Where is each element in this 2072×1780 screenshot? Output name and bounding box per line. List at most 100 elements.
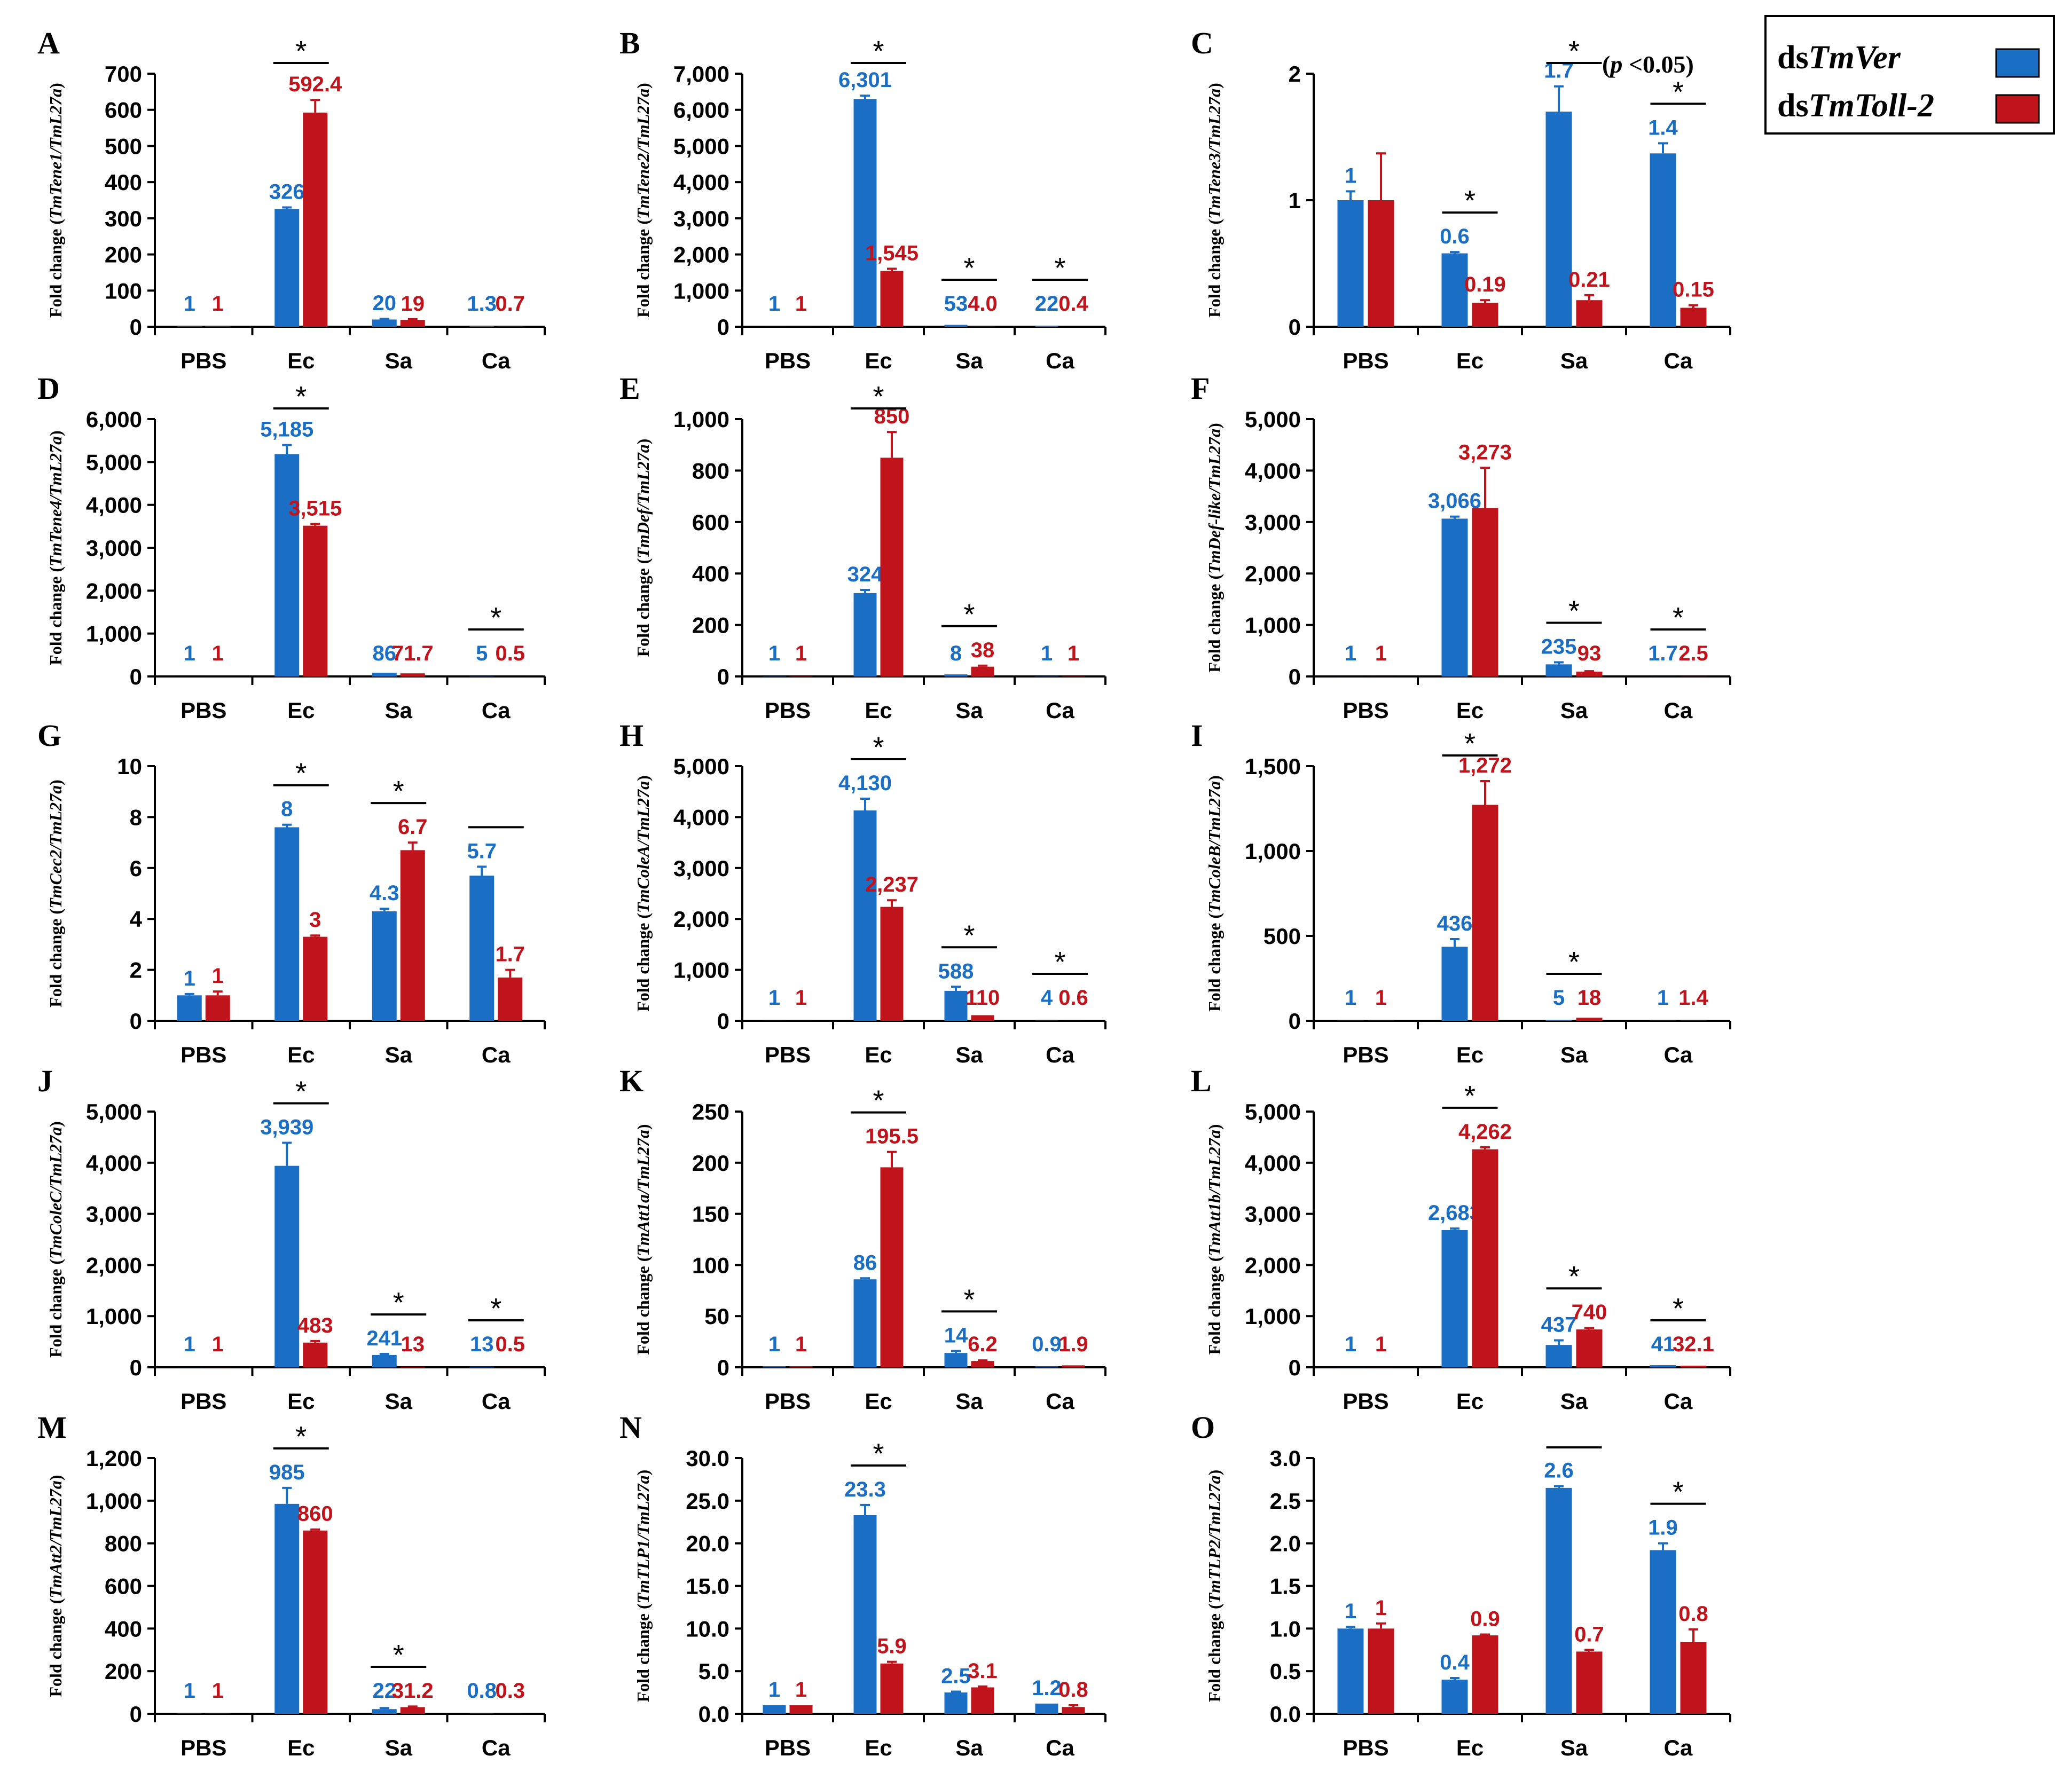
y-tick-label: 0.5 (1270, 1659, 1301, 1684)
y-tick-label: 4,000 (86, 493, 142, 518)
data-label: 0.3 (495, 1679, 525, 1703)
y-tick-label: 4,000 (86, 1151, 142, 1176)
data-label: 5 (1553, 986, 1565, 1010)
significance-star: * (490, 602, 501, 634)
y-axis-label: Fold change (TmCec2/TmL27a) (46, 779, 65, 1007)
bar-dstmver (853, 593, 877, 676)
category-label: Sa (1560, 698, 1588, 723)
bar-dstmtoll2 (971, 1687, 994, 1714)
bar-dstmver (1337, 1628, 1364, 1714)
y-tick-label: 2.0 (1270, 1531, 1301, 1556)
y-tick-label: 500 (1263, 924, 1301, 949)
y-tick-label: 0 (130, 1702, 142, 1727)
data-label: 4.0 (968, 292, 998, 316)
significance-star: * (490, 1293, 501, 1325)
significance-star: * (1464, 728, 1475, 760)
data-label: 0.9 (1470, 1608, 1500, 1631)
panel-label: G (37, 718, 61, 753)
data-label: 3,939 (260, 1116, 313, 1139)
data-label: 0.15 (1673, 278, 1714, 302)
data-label: 324 (847, 563, 883, 586)
data-label: 1 (184, 967, 195, 990)
y-tick-label: 0 (1289, 1355, 1301, 1380)
panel-label: A (37, 26, 60, 60)
data-label: 1 (1657, 986, 1669, 1010)
data-label: 86 (373, 642, 397, 665)
data-label: 0.8 (1058, 1678, 1088, 1702)
data-label: 1 (1345, 164, 1356, 187)
bar-dstmver (944, 990, 968, 1021)
significance-star: * (873, 35, 884, 67)
category-label: Sa (1560, 348, 1588, 373)
y-tick-label: 4,000 (1245, 1151, 1301, 1176)
data-label: 1 (795, 1333, 807, 1356)
data-label: 0.9 (1032, 1333, 1062, 1356)
panel-label: J (37, 1064, 53, 1098)
data-label: 1 (184, 292, 195, 316)
bar-dstmver (274, 827, 300, 1021)
y-tick-label: 200 (105, 242, 142, 267)
significance-star: * (1054, 946, 1065, 978)
data-label: 592.4 (288, 73, 342, 96)
data-label: 1.7 (495, 943, 525, 966)
bar-dstmver (1035, 1366, 1058, 1367)
y-tick-label: 1,000 (1245, 839, 1301, 864)
category-label: Sa (385, 698, 413, 723)
data-label: 5.7 (467, 839, 497, 863)
data-label: 22 (373, 1679, 397, 1703)
bar-dstmtoll2 (1472, 1635, 1498, 1714)
bar-dstmver (763, 1705, 786, 1714)
bar-dstmtoll2 (205, 995, 230, 1021)
bar-dstmver (1545, 1345, 1572, 1367)
y-tick-label: 600 (105, 98, 142, 123)
legend-label-1: dsTmVer (1777, 40, 1901, 76)
bar-dstmtoll2 (971, 666, 994, 676)
y-tick-label: 600 (692, 510, 729, 535)
panel-label: E (619, 371, 640, 406)
y-tick-label: 1,000 (86, 1304, 142, 1329)
bar-dstmtoll2 (303, 1530, 328, 1714)
significance-star: * (1673, 76, 1684, 108)
data-label: 1 (212, 1333, 224, 1356)
category-label: Sa (385, 1389, 413, 1414)
data-label: 6,301 (838, 68, 892, 92)
category-label: Ec (287, 1389, 315, 1414)
y-tick-label: 0 (717, 1009, 729, 1034)
y-tick-label: 20.0 (686, 1531, 729, 1556)
significance-star: * (873, 381, 884, 413)
significance-star: * (1464, 185, 1475, 217)
data-label: 1.2 (1032, 1676, 1062, 1700)
y-tick-label: 100 (105, 278, 142, 303)
data-label: 2.6 (1544, 1459, 1574, 1483)
y-tick-label: 1,000 (1245, 613, 1301, 638)
data-label: 1 (1345, 986, 1356, 1010)
bar-dstmtoll2 (1576, 1018, 1603, 1021)
bar-dstmver (944, 674, 968, 676)
data-label: 14 (944, 1324, 968, 1347)
bar-dstmver (1441, 1230, 1468, 1367)
category-label: Ec (1456, 1042, 1484, 1067)
bar-dstmver (944, 325, 968, 327)
y-axis-label: Fold change (TmTLP2/TmL27a) (1205, 1470, 1224, 1703)
legend: dsTmVer dsTmToll-2 (1764, 15, 2055, 135)
category-label: PBS (1343, 698, 1388, 723)
data-label: 436 (1437, 912, 1473, 935)
significance-star: * (873, 731, 884, 763)
y-tick-label: 0.0 (1270, 1702, 1301, 1727)
data-label: 1 (768, 1678, 780, 1702)
bar-dstmver (853, 810, 877, 1021)
data-label: 0.6 (1440, 225, 1470, 248)
category-label: Ca (1664, 348, 1693, 373)
data-label: 1 (1375, 1596, 1387, 1620)
y-tick-label: 700 (105, 61, 142, 86)
y-tick-label: 5,000 (673, 133, 729, 159)
data-label: 1 (212, 642, 224, 665)
bar-dstmver (177, 326, 202, 327)
data-label: 13 (401, 1333, 425, 1356)
data-label: 0.5 (495, 642, 525, 665)
bar-dstmtoll2 (880, 458, 904, 676)
bar-dstmtoll2 (880, 271, 904, 327)
y-axis-label: Fold change (TmTene3/TmL27a) (1205, 83, 1224, 318)
bar-dstmtoll2 (789, 1366, 813, 1367)
data-label: 41 (1651, 1333, 1675, 1356)
